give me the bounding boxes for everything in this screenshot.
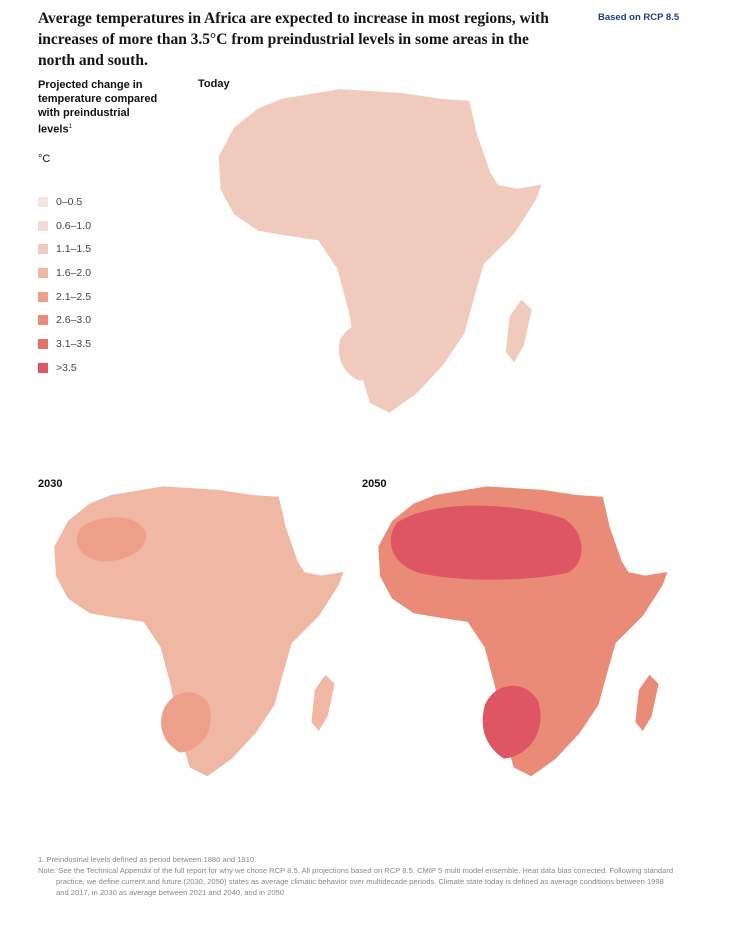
madagascar-landmass xyxy=(311,675,335,731)
legend-item: 2.6–3.0 xyxy=(38,308,91,332)
map-2050 xyxy=(378,486,668,777)
legend-label: 2.6–3.0 xyxy=(56,314,92,327)
southern-africa-zone xyxy=(338,322,391,381)
legend-swatch xyxy=(38,244,48,255)
sahara-hotspot xyxy=(76,517,147,562)
legend-item: 2.1–2.5 xyxy=(38,285,91,309)
legend-title: Projected change in temperature compared… xyxy=(38,78,158,137)
madagascar-landmass xyxy=(635,675,659,731)
legend-swatch xyxy=(38,362,48,373)
northern-africa-zone xyxy=(262,107,450,174)
legend-item: 0–0.5 xyxy=(38,190,91,214)
scenario-note: Based on RCP 8.5 xyxy=(598,12,680,23)
legend-swatch xyxy=(38,196,48,207)
madagascar-landmass xyxy=(505,299,532,362)
legend-label: 2.1–2.5 xyxy=(56,290,92,303)
map-label-2030: 2030 xyxy=(38,478,63,490)
footnotes: 1. Preindustrial levels defined as perio… xyxy=(38,854,678,898)
legend-swatch xyxy=(38,220,48,231)
legend-swatch xyxy=(38,291,48,302)
footnote-note: Note: See the Technical Appendix of the … xyxy=(38,866,674,897)
legend-swatch xyxy=(38,315,48,326)
legend-item: 1.1–1.5 xyxy=(38,237,91,261)
legend-label: 3.1–3.5 xyxy=(56,337,92,350)
legend-title-footnote-marker: 1 xyxy=(68,124,72,130)
legend-label: 0.6–1.0 xyxy=(56,219,92,232)
legend-label: >3.5 xyxy=(56,361,77,374)
headline: Average temperatures in Africa are expec… xyxy=(38,10,549,69)
southern-africa-hotspot xyxy=(161,692,211,753)
legend-unit: °C xyxy=(38,153,51,165)
legend-label: 0–0.5 xyxy=(56,195,83,208)
map-today xyxy=(218,89,542,413)
legend: 0–0.5 0.6–1.0 1.1–1.5 1.6–2.0 2.1–2.5 2.6–3.0… xyxy=(38,190,91,380)
legend-item: 3.1–3.5 xyxy=(38,332,91,356)
map-label-2050: 2050 xyxy=(362,478,387,490)
southern-africa-hotspot xyxy=(482,685,541,759)
legend-label: 1.6–2.0 xyxy=(56,266,92,279)
legend-label: 1.1–1.5 xyxy=(56,243,92,256)
legend-item: 1.6–2.0 xyxy=(38,261,91,285)
map-label-today: Today xyxy=(198,78,230,90)
legend-item: >3.5 xyxy=(38,356,91,380)
legend-swatch xyxy=(38,338,48,349)
legend-swatch xyxy=(38,267,48,278)
legend-item: 0.6–1.0 xyxy=(38,214,91,238)
footnote-1: 1. Preindustrial levels defined as perio… xyxy=(38,855,257,864)
map-2030 xyxy=(54,486,344,777)
legend-title-text: Projected change in temperature compared… xyxy=(38,79,158,136)
sahara-hotspot xyxy=(390,505,582,580)
